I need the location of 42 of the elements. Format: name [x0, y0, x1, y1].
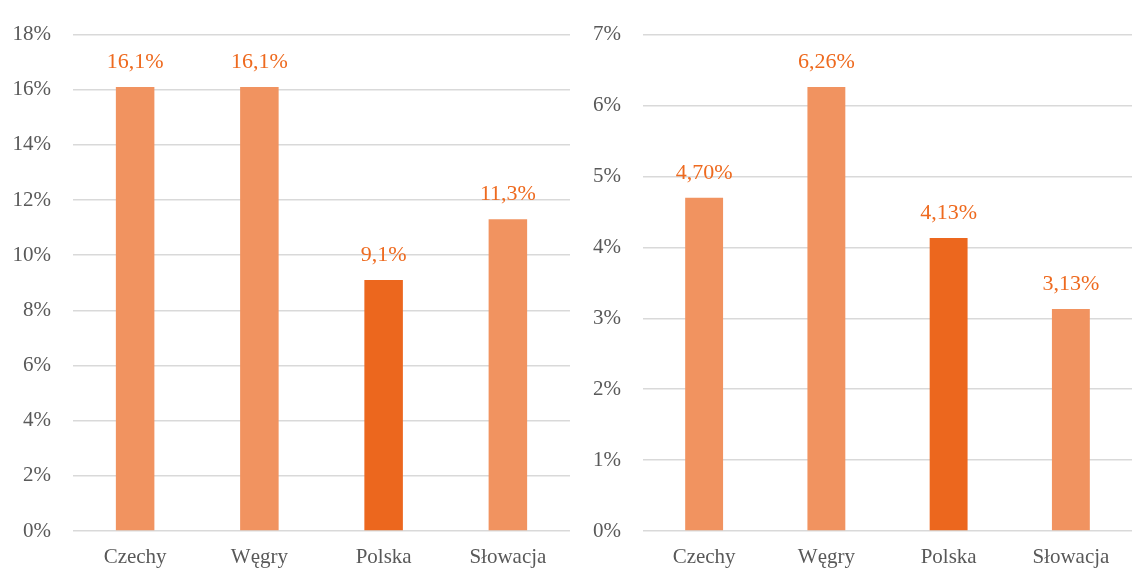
data-label: 4,13%: [920, 199, 978, 225]
y-tick-label: 12%: [12, 186, 51, 211]
x-tick-label: Czechy: [103, 544, 168, 569]
data-label: 3,13%: [1042, 270, 1100, 296]
y-tick-label: 1%: [593, 446, 621, 471]
y-tick-label: 0%: [593, 517, 621, 542]
data-label: 16,1%: [230, 48, 288, 73]
data-label: 6,26%: [797, 48, 855, 74]
bar: [240, 87, 279, 531]
bar: [929, 238, 968, 531]
x-tick-label: Polska: [355, 544, 413, 569]
y-tick-label: 2%: [593, 375, 621, 400]
data-label: 16,1%: [106, 48, 164, 73]
y-tick-label: 4%: [593, 233, 621, 258]
x-tick-label: Słowacja: [1032, 544, 1111, 569]
data-label: 9,1%: [360, 241, 407, 267]
y-tick-label: 4%: [23, 407, 51, 432]
y-tick-label: 18%: [12, 21, 51, 46]
y-tick-label: 7%: [593, 21, 621, 46]
y-tick-label: 2%: [23, 462, 51, 487]
y-tick-label: 6%: [23, 352, 51, 377]
y-tick-label: 3%: [593, 304, 621, 329]
bar: [488, 219, 528, 531]
y-tick-label: 16%: [12, 76, 51, 101]
y-tick-label: 0%: [23, 517, 51, 542]
x-tick-label: Węgry: [797, 544, 856, 569]
x-tick-label: Słowacja: [469, 544, 548, 569]
bar: [685, 197, 724, 531]
y-tick-label: 14%: [12, 131, 51, 156]
bar: [115, 87, 155, 531]
y-tick-label: 10%: [12, 241, 51, 266]
data-label: 11,3%: [479, 180, 536, 206]
x-tick-label: Węgry: [230, 544, 289, 569]
y-tick-label: 8%: [23, 296, 51, 321]
bar: [807, 87, 846, 531]
y-tick-label: 5%: [593, 162, 621, 187]
bar: [1051, 309, 1090, 531]
bar: [364, 280, 403, 531]
y-tick-label: 6%: [593, 92, 621, 117]
x-tick-label: Polska: [920, 544, 978, 569]
data-label: 4,70%: [675, 158, 733, 184]
x-tick-label: Czechy: [672, 544, 737, 569]
